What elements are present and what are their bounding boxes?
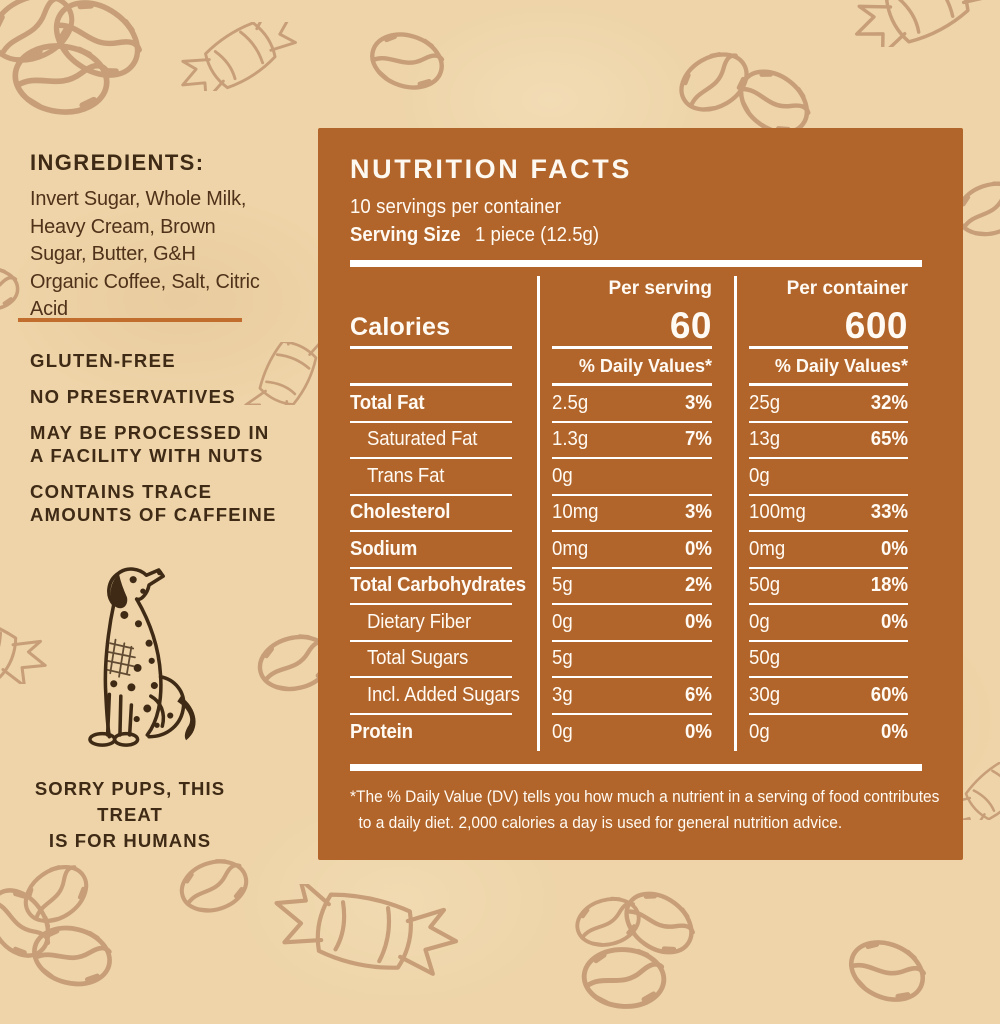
footnote-line1: *The % Daily Value (DV) tells you how mu… xyxy=(350,788,940,806)
daily-value-footnote: *The % Daily Value (DV) tells you how mu… xyxy=(350,784,940,836)
table-row-cholesterol: Cholesterol 10mg 3% 100mg 33% xyxy=(350,496,922,532)
serving-size-line: Serving Size 1 piece (12.5g) xyxy=(350,224,922,247)
claim-gluten-free: GLUTEN-FREE xyxy=(30,350,176,371)
footnote-line2: to a daily diet. 2,000 calories a day is… xyxy=(358,814,843,832)
column-divider xyxy=(734,276,737,751)
column-divider xyxy=(537,276,540,751)
table-row-added-sugars: Incl. Added Sugars 3g 6% 30g 60% xyxy=(350,678,922,715)
claim-nut-facility: MAY BE PROCESSED IN A FACILITY WITH NUTS xyxy=(30,422,270,466)
ingredients-heading: INGREDIENTS: xyxy=(30,150,205,175)
claim-caffeine: CONTAINS TRACE AMOUNTS OF CAFFEINE xyxy=(30,481,277,525)
table-row-saturated-fat: Saturated Fat 1.3g 7% 13g 65% xyxy=(350,423,922,459)
dog-caption-line2: IS FOR HUMANS xyxy=(48,830,212,851)
nutrition-facts-panel: NUTRITION FACTS 10 servings per containe… xyxy=(318,128,963,860)
header-rule xyxy=(350,260,922,267)
nutrition-facts-title: NUTRITION FACTS xyxy=(350,154,632,184)
nutrition-table: Calories Per serving 60 Per container 60… xyxy=(350,276,922,751)
daily-values-header-container: % Daily Values* xyxy=(774,355,908,376)
table-row-trans-fat: Trans Fat 0g 0g xyxy=(350,459,922,496)
table-row-total-sugars: Total Sugars 5g 50g xyxy=(350,642,922,678)
table-row-total-fat: Total Fat 2.5g 3% 25g 32% xyxy=(350,386,922,423)
per-serving-header: Per serving xyxy=(608,278,713,299)
calories-label: Calories xyxy=(350,313,451,341)
calories-per-container: 600 xyxy=(844,304,908,346)
table-row-sodium: Sodium 0mg 0% 0mg 0% xyxy=(350,532,922,569)
serving-size-label: Serving Size xyxy=(350,224,461,246)
calories-header-row: Calories Per serving 60 Per container 60… xyxy=(350,276,922,349)
dalmatian-dog-illustration xyxy=(52,556,202,771)
dog-caption-line1: SORRY PUPS, THIS TREAT xyxy=(34,778,226,825)
ingredients-section: INGREDIENTS: Invert Sugar, Whole Milk, H… xyxy=(30,150,272,323)
ingredients-list: Invert Sugar, Whole Milk, Heavy Cream, B… xyxy=(30,187,260,320)
daily-values-header-row: % Daily Values* % Daily Values* xyxy=(350,349,922,386)
product-claims: GLUTEN-FREE NO PRESERVATIVES MAY BE PROC… xyxy=(30,349,282,539)
claim-no-preservatives: NO PRESERVATIVES xyxy=(30,386,236,407)
footer-rule xyxy=(350,764,922,771)
candy-wrapper-icon xyxy=(844,0,1000,47)
serving-size-value: 1 piece (12.5g) xyxy=(474,224,600,246)
table-row-dietary-fiber: Dietary Fiber 0g 0% 0g 0% xyxy=(350,605,922,642)
per-container-header: Per container xyxy=(786,278,908,299)
calories-per-serving: 60 xyxy=(669,304,712,346)
dog-caption: SORRY PUPS, THIS TREAT IS FOR HUMANS xyxy=(0,776,260,854)
coffee-bean-icon xyxy=(578,932,670,1024)
servings-per-container: 10 servings per container xyxy=(350,196,562,218)
table-row-total-carbohydrates: Total Carbohydrates 5g 2% 50g 18% xyxy=(350,569,922,605)
coffee-bean-icon xyxy=(844,928,930,1014)
coffee-bean-icon xyxy=(366,20,448,102)
daily-values-header-serving: % Daily Values* xyxy=(578,355,712,376)
left-info-column: INGREDIENTS: Invert Sugar, Whole Milk, H… xyxy=(0,0,318,1000)
section-divider xyxy=(18,318,242,322)
table-row-protein: Protein 0g 0% 0g 0% xyxy=(350,721,908,744)
